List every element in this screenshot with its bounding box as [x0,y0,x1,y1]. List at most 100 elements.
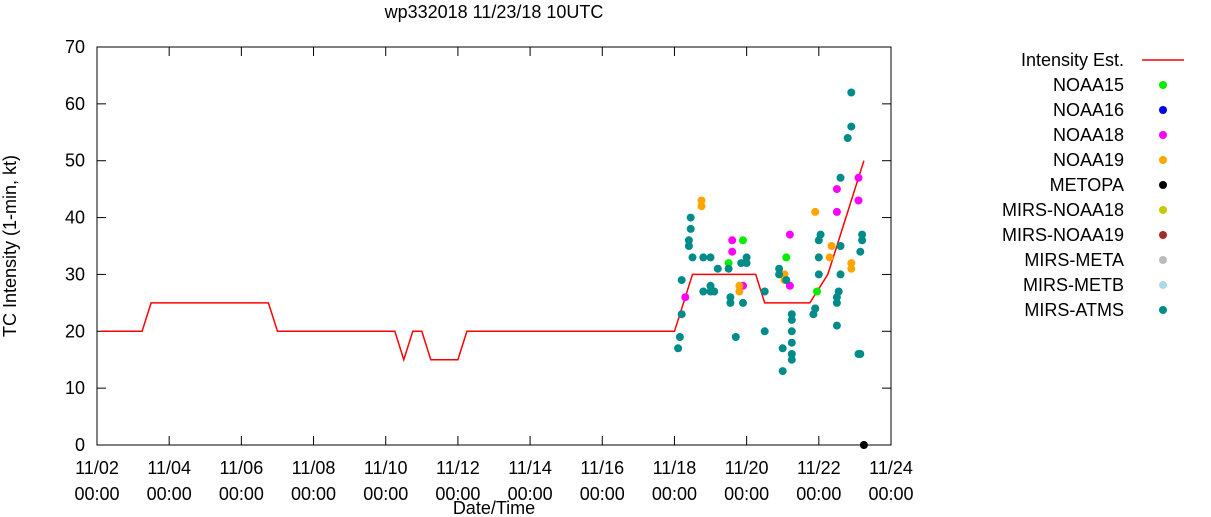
y-tick-label: 70 [65,37,85,57]
point-mirs-atms [814,270,823,279]
y-tick-label: 40 [65,208,85,228]
legend-label-noaa18: NOAA18 [1053,125,1124,145]
legend-label-intensity: Intensity Est. [1021,50,1124,70]
point-mirs-atms [836,173,845,182]
point-mirs-atms [778,367,787,376]
legend-swatch-mirs-noaa18 [1159,206,1167,214]
point-noaa19 [847,264,856,273]
point-mirs-atms [739,298,747,307]
point-mirs-atms [706,253,715,262]
point-mirs-atms [686,224,695,233]
x-axis-label: Date/Time [453,498,535,517]
point-mirs-atms [787,350,796,358]
point-noaa15 [813,287,821,296]
legend-swatch-noaa15 [1159,81,1167,89]
point-mirs-atms [836,242,845,250]
x-tick-label-time: 00:00 [724,484,769,504]
point-mirs-atms [706,281,715,290]
x-tick-label-date: 11/02 [75,458,119,478]
x-tick-label-date: 11/14 [508,458,552,478]
y-tick-label: 20 [65,321,85,341]
x-tick-label-date: 11/20 [725,458,769,478]
point-mirs-atms [787,327,796,336]
point-mirs-atms [724,264,733,273]
x-tick-label-date: 11/10 [364,458,408,478]
point-mirs-atms [760,287,769,296]
point-mirs-atms [816,230,825,239]
legend-swatch-noaa16 [1159,106,1167,114]
legend-label-mirs-noaa19: MIRS-NOAA19 [1002,225,1124,245]
point-mirs-atms [847,88,856,97]
legend-swatch-noaa18 [1159,131,1167,139]
point-mirs-atms [843,134,852,142]
x-tick-label-date: 11/06 [220,458,264,478]
point-mirs-atms [713,264,722,273]
y-axis-ticks: 0 10 20 30 40 50 60 70 [65,37,891,455]
legend-label-noaa15: NOAA15 [1053,75,1124,95]
x-tick-label-time: 00:00 [796,484,841,504]
point-noaa15 [782,253,791,262]
point-mirs-atms [811,304,820,313]
point-mirs-atms [684,242,693,250]
chart-title: wp332018 11/23/18 10UTC [384,2,604,22]
point-noaa19 [847,259,856,268]
point-noaa19 [697,196,706,205]
point-mirs-atms [760,327,769,336]
data-points-layer [674,88,868,449]
point-mirs-atms [836,270,845,279]
intensity-estimate-line [100,160,865,363]
point-mirs-atms [699,253,708,262]
point-mirs-atms [710,287,719,296]
y-tick-label: 50 [65,151,85,171]
x-tick-label-time: 00:00 [74,484,119,504]
point-noaa18 [832,185,841,194]
point-noaa19 [811,207,820,216]
point-noaa18 [728,236,737,245]
x-tick-label-time: 00:00 [868,484,913,504]
point-noaa18 [785,281,794,290]
legend-swatch-metopa [1159,181,1167,189]
point-mirs-atms [677,276,686,285]
point-noaa18 [854,196,863,205]
point-mirs-atms [834,287,843,296]
plot-frame [96,46,892,446]
point-noaa15 [739,236,747,245]
legend-label-mirs-atms: MIRS-ATMS [1024,300,1124,320]
x-tick-label-date: 11/12 [436,458,480,478]
point-mirs-atms [688,253,697,262]
legend: Intensity Est. NOAA15 NOAA16 NOAA18 NOAA19 ME… [1002,50,1184,320]
point-noaa18 [854,173,863,182]
x-tick-label-date: 11/16 [580,458,624,478]
legend-label-mirs-meta: MIRS-META [1024,250,1124,270]
point-mirs-atms [787,315,796,324]
x-tick-label-time: 00:00 [219,484,264,504]
point-noaa19 [825,253,834,262]
legend-label-metopa: METOPA [1050,175,1124,195]
point-mirs-atms [782,276,791,285]
point-mirs-atms [731,333,740,341]
x-tick-label-time: 00:00 [652,484,697,504]
x-tick-label-time: 00:00 [147,484,192,504]
x-tick-label-date: 11/24 [869,458,913,478]
point-mirs-atms [726,298,735,307]
x-tick-label-time: 00:00 [580,484,625,504]
y-tick-label: 10 [65,378,85,398]
x-tick-label-time: 00:00 [508,484,553,504]
point-mirs-atms [778,344,787,353]
point-mirs-atms [856,350,865,358]
point-mirs-atms [787,338,796,347]
legend-label-noaa19: NOAA19 [1053,150,1124,170]
point-mirs-atms [858,230,867,239]
y-axis-label: TC Intensity (1-min, kt) [0,155,20,337]
point-mirs-atms [847,122,856,131]
point-mirs-atms [699,287,708,296]
point-mirs-atms [832,321,841,330]
point-mirs-atms [832,298,841,307]
legend-label-mirs-metb: MIRS-METB [1023,275,1124,295]
point-mirs-atms [775,264,784,273]
y-tick-label: 60 [65,94,85,114]
point-noaa19 [697,202,706,211]
point-noaa19 [735,287,744,296]
legend-label-mirs-noaa18: MIRS-NOAA18 [1002,200,1124,220]
